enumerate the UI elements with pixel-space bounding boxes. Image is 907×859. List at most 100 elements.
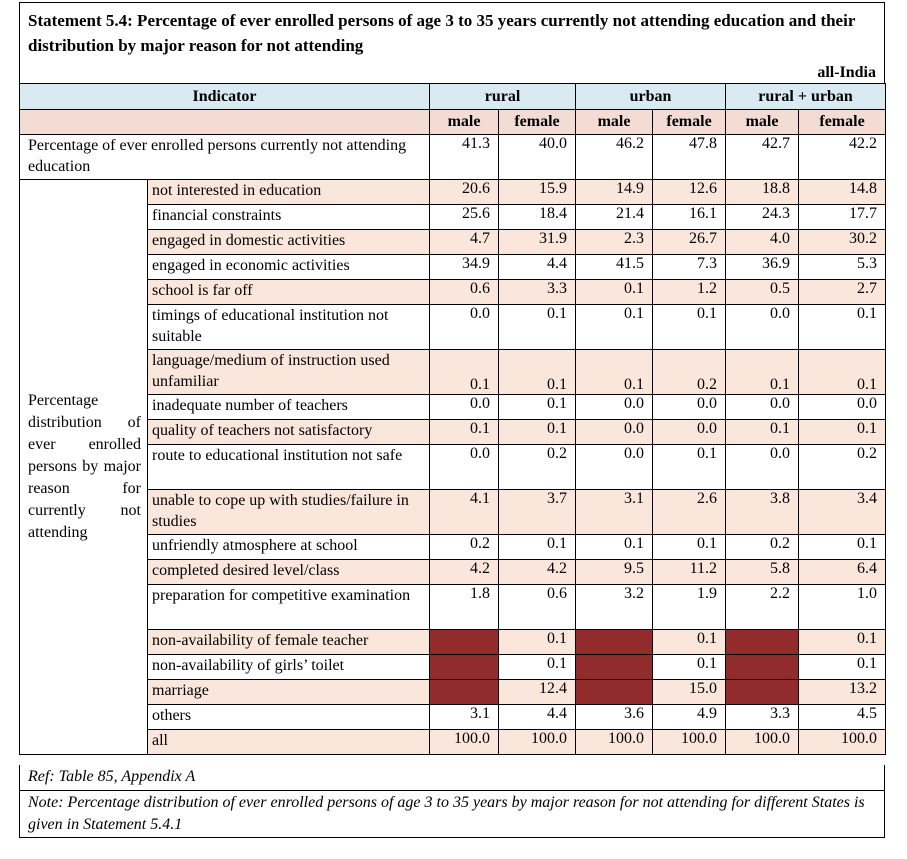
- row-label: others: [147, 704, 430, 730]
- row-label: language/medium of instruction used unfa…: [147, 349, 430, 395]
- not-applicable-cell: [575, 679, 654, 705]
- cell-value: 0.2: [652, 349, 727, 395]
- cell-value: 0.1: [798, 629, 887, 655]
- cell-value: 2.6: [652, 489, 727, 535]
- table-row: unfriendly atmosphere at school 0.2 0.1 0.1…: [20, 534, 887, 560]
- row-label: timings of educational institution not s…: [147, 304, 430, 350]
- cell-value: 47.8: [652, 134, 727, 180]
- table-row: timings of educational institution not s…: [20, 304, 887, 350]
- cell-value: 4.2: [497, 559, 577, 585]
- cell-value: 40.0: [497, 134, 577, 180]
- cell-value: 0.1: [497, 349, 577, 395]
- cell-value: 0.0: [575, 394, 654, 420]
- cell-value: 26.7: [652, 229, 727, 255]
- row-label: marriage: [147, 679, 430, 705]
- cell-value: 12.4: [497, 679, 577, 705]
- cell-value: 0.1: [798, 654, 887, 680]
- header-row-sex: male female male female male female: [19, 109, 887, 135]
- cell-value: 21.4: [575, 204, 654, 230]
- cell-value: 0.1: [575, 349, 654, 395]
- row-label: school is far off: [147, 279, 430, 305]
- cell-value: 0.1: [575, 534, 654, 560]
- indicator-header: Indicator: [19, 83, 430, 110]
- cell-value: 100.0: [652, 729, 727, 755]
- statistics-table: Indicator rural urban rural + urban male…: [19, 83, 887, 755]
- not-applicable-cell: [725, 629, 800, 655]
- table-row: marriage 12.4 15.0 13.2: [20, 679, 887, 705]
- row-label: engaged in economic activities: [147, 254, 430, 280]
- group-header-rural: rural: [428, 83, 577, 110]
- table-row: others 3.1 4.4 3.6 4.9 3.3 4.5: [20, 704, 887, 730]
- row-label: preparation for competitive examination: [147, 584, 430, 630]
- cell-value: 0.6: [429, 279, 499, 305]
- cell-value: 15.0: [652, 679, 727, 705]
- row-label: financial constraints: [147, 204, 430, 230]
- cell-value: 2.2: [725, 584, 800, 630]
- cell-value: 0.1: [652, 444, 727, 490]
- cell-value: 3.4: [798, 489, 887, 535]
- cell-value: 18.8: [725, 179, 800, 205]
- note-text: Note: Percentage distribution of ever en…: [19, 790, 885, 838]
- row-label: unfriendly atmosphere at school: [147, 534, 430, 560]
- cell-value: 0.1: [575, 304, 654, 350]
- cell-value: 0.0: [725, 444, 800, 490]
- cell-value: 0.0: [575, 419, 654, 445]
- distribution-label: Percentage distribution of ever enrolled…: [19, 179, 148, 755]
- cell-value: 0.1: [429, 349, 499, 395]
- row-label: Percentage of ever enrolled persons curr…: [19, 134, 430, 180]
- cell-value: 4.2: [429, 559, 499, 585]
- cell-value: 0.1: [652, 534, 727, 560]
- table-row: non-availability of female teacher 0.1 0.1…: [20, 629, 887, 655]
- cell-value: 4.9: [652, 704, 727, 730]
- cell-value: 1.8: [429, 584, 499, 630]
- cell-value: 0.0: [429, 394, 499, 420]
- cell-value: 0.1: [497, 394, 577, 420]
- cell-value: 0.1: [497, 534, 577, 560]
- cell-value: 5.3: [798, 254, 887, 280]
- cell-value: 0.1: [497, 629, 577, 655]
- header-row-groups: Indicator rural urban rural + urban: [19, 83, 887, 110]
- subheader-male: male: [429, 109, 499, 135]
- cell-value: 0.2: [725, 534, 800, 560]
- subheader-female: female: [652, 109, 727, 135]
- cell-value: 0.1: [798, 304, 887, 350]
- cell-value: 3.2: [575, 584, 654, 630]
- not-applicable-cell: [725, 679, 800, 705]
- cell-value: 0.1: [652, 629, 727, 655]
- cell-value: 4.1: [429, 489, 499, 535]
- cell-value: 100.0: [429, 729, 499, 755]
- cell-value: 4.7: [429, 229, 499, 255]
- cell-value: 46.2: [575, 134, 654, 180]
- cell-value: 42.2: [798, 134, 887, 180]
- title-text: Statement 5.4: Percentage of ever enroll…: [28, 11, 856, 55]
- table-row: unable to cope up with studies/failure i…: [20, 489, 887, 535]
- cell-value: 17.7: [798, 204, 887, 230]
- cell-value: 1.2: [652, 279, 727, 305]
- table-row-not-attending: Percentage of ever enrolled persons curr…: [19, 134, 887, 180]
- cell-value: 0.1: [725, 419, 800, 445]
- cell-value: 0.1: [725, 349, 800, 395]
- cell-value: 3.3: [497, 279, 577, 305]
- cell-value: 34.9: [429, 254, 499, 280]
- table-row: non-availability of girls’ toilet 0.1 0.1 0…: [20, 654, 887, 680]
- cell-value: 0.0: [725, 394, 800, 420]
- cell-value: 3.8: [725, 489, 800, 535]
- table-row: quality of teachers not satisfactory 0.1 0…: [20, 419, 887, 445]
- row-label: quality of teachers not satisfactory: [147, 419, 430, 445]
- region-label: all-India: [817, 64, 876, 81]
- row-label: route to educational institution not saf…: [147, 444, 430, 490]
- table-row: route to educational institution not saf…: [20, 444, 887, 490]
- cell-value: 9.5: [575, 559, 654, 585]
- cell-value: 100.0: [798, 729, 887, 755]
- table-row: school is far off 0.6 3.3 0.1 1.2 0.5 2.7: [20, 279, 887, 305]
- not-applicable-cell: [575, 654, 654, 680]
- cell-value: 0.0: [429, 444, 499, 490]
- cell-value: 0.1: [497, 654, 577, 680]
- cell-value: 0.1: [798, 419, 887, 445]
- cell-value: 16.1: [652, 204, 727, 230]
- table-row: completed desired level/class 4.2 4.2 9.5 11…: [20, 559, 887, 585]
- cell-value: 0.1: [497, 419, 577, 445]
- table-row: inadequate number of teachers 0.0 0.1 0.0 0.…: [20, 394, 887, 420]
- cell-value: 30.2: [798, 229, 887, 255]
